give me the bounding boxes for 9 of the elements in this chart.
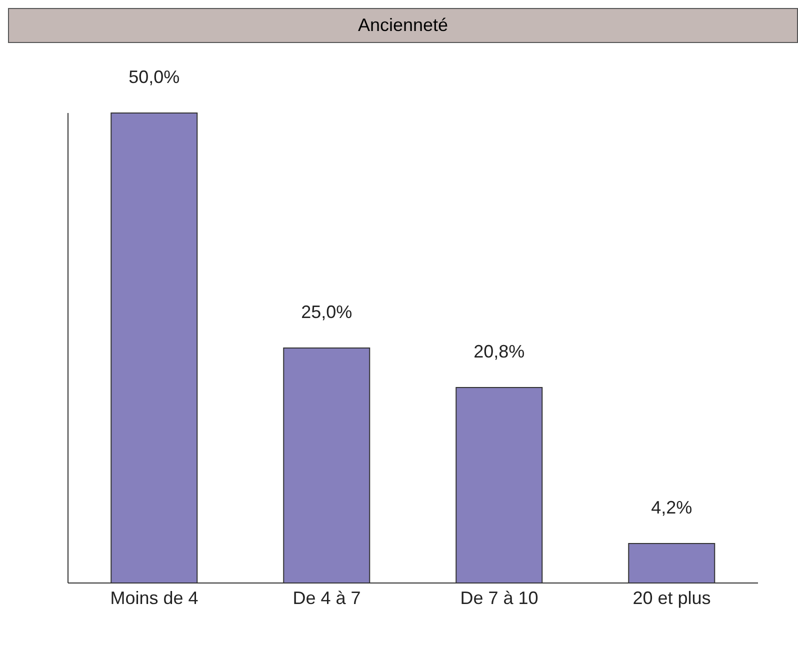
x-tick-label: De 4 à 7 bbox=[292, 588, 361, 608]
data-label: 20,8% bbox=[474, 341, 525, 362]
chart-title: Ancienneté bbox=[8, 8, 798, 43]
data-label: 50,0% bbox=[128, 67, 180, 87]
x-tick-label: 20 et plus bbox=[632, 588, 711, 608]
x-tick-label: De 7 à 10 bbox=[460, 588, 538, 608]
data-label: 25,0% bbox=[301, 302, 352, 322]
data-label: 4,2% bbox=[651, 498, 692, 518]
x-tick-label: Moins de 4 bbox=[110, 588, 198, 608]
